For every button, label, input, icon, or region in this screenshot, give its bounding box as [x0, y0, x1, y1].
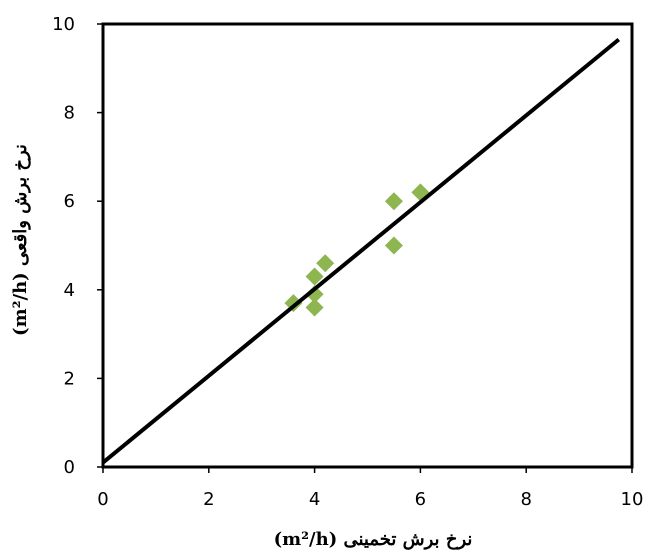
- data-point: [384, 192, 403, 211]
- x-tick-label: 8: [520, 489, 531, 510]
- y-tick-label: 8: [64, 103, 75, 124]
- x-axis-title: نرخ برش تخمینی (m²/h): [274, 529, 473, 550]
- fit-line: [101, 37, 621, 465]
- data-point: [384, 236, 403, 255]
- data-point: [305, 267, 324, 286]
- x-tick-label: 4: [309, 489, 320, 510]
- x-tick-label: 2: [203, 489, 214, 510]
- data-point: [305, 298, 324, 317]
- y-tick-label: 0: [64, 457, 75, 478]
- x-tick-label: 0: [97, 489, 108, 510]
- y-tick-label: 6: [64, 191, 75, 212]
- y-tick-label: 2: [64, 368, 75, 389]
- data-points: [284, 183, 430, 317]
- plot-frame: [101, 22, 634, 469]
- y-tick-label: 10: [52, 14, 75, 35]
- x-tick-label: 6: [415, 489, 426, 510]
- y-axis-ticks: 0 2 4 6 8 10: [52, 14, 103, 478]
- y-axis-title: نرخ برش واقعی (m²/h): [10, 144, 31, 336]
- x-axis-ticks: 0 2 4 6 8 10: [97, 467, 643, 510]
- data-point: [316, 254, 335, 273]
- x-tick-label: 10: [621, 489, 644, 510]
- y-tick-label: 4: [64, 280, 75, 301]
- data-point: [305, 285, 324, 304]
